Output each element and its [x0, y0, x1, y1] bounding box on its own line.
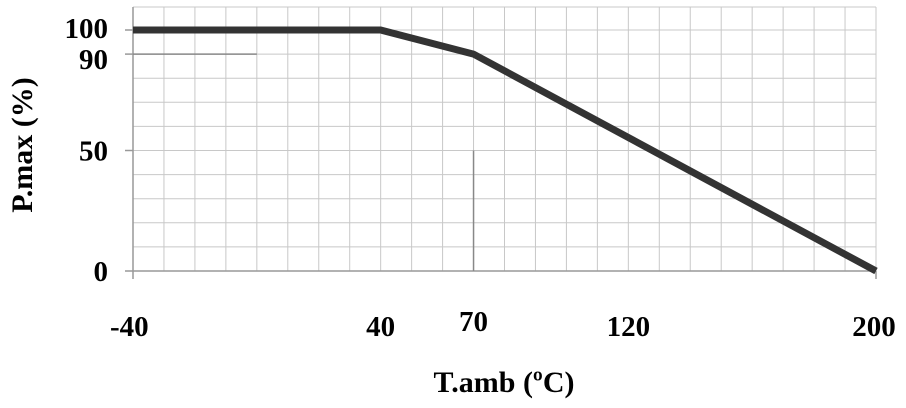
y-axis-label: P.max (%): [6, 77, 39, 213]
y-tick-label: 100: [65, 13, 109, 45]
x-tick-label: -40: [110, 311, 149, 343]
series-layer: [133, 26, 878, 275]
x-tick-label: 40: [366, 311, 395, 343]
x-axis-label: T.amb (ºC): [433, 366, 574, 399]
series-line-0: [133, 26, 878, 275]
x-tick-label: 200: [852, 311, 896, 343]
x-tick-labels: -40 40 70 120 200: [110, 306, 896, 343]
y-tick-label: 50: [79, 136, 108, 168]
y-tick-label: 90: [79, 44, 108, 76]
x-tick-label: 70: [459, 306, 488, 338]
reference-lines: [133, 53, 475, 271]
y-tick-label: 0: [94, 256, 109, 288]
grid-layer: [125, 6, 877, 279]
x-tick-label: 120: [607, 311, 651, 343]
